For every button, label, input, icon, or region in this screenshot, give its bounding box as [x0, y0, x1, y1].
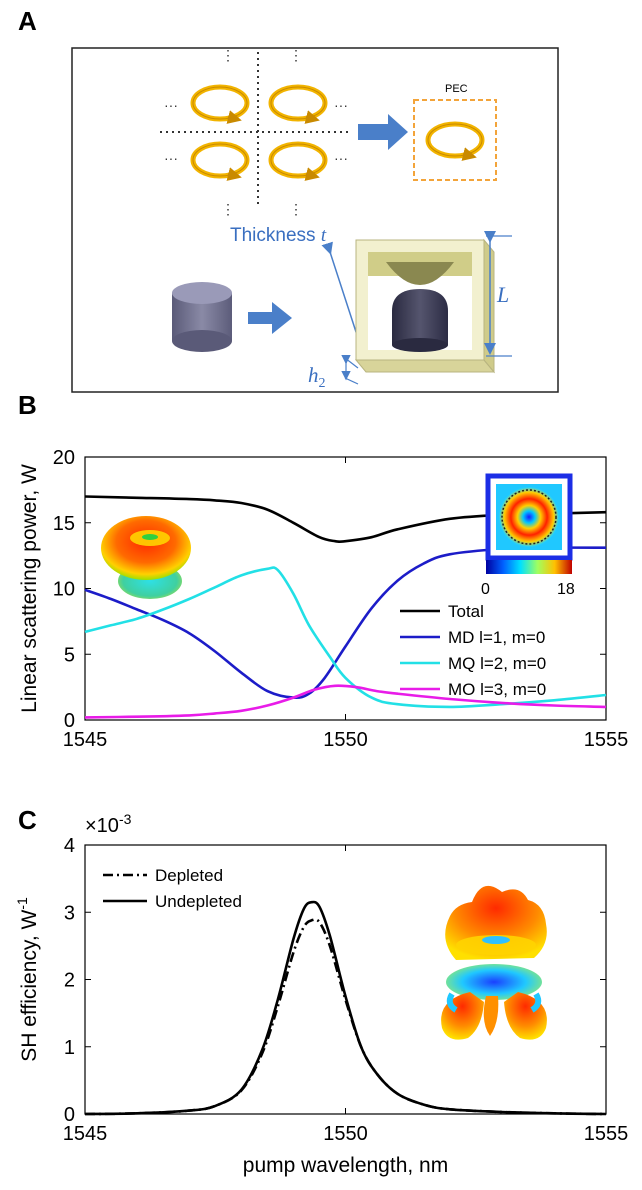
x-tick-label: 1545 [63, 1123, 108, 1145]
y-tick-label: 4 [64, 835, 75, 857]
legend-label: MD l=1, m=0 [448, 628, 545, 647]
ring-icon-top-right [268, 84, 328, 124]
length-label: L [496, 282, 509, 307]
sh-radiation-pattern-icon [441, 885, 547, 1040]
series-line-mo-l-3-m-0 [84, 684, 607, 719]
colorbar-max-label: 18 [557, 581, 575, 598]
x-tick-label: 1555 [584, 729, 629, 751]
box-frame-icon [354, 238, 496, 374]
y-tick-label: 1 [64, 1037, 75, 1059]
block-arrow-icon-bottom [248, 302, 292, 334]
y-tick-label: 0 [64, 1104, 75, 1126]
panel-c-letter: C [18, 805, 37, 835]
svg-text:⋮: ⋮ [289, 47, 303, 63]
lattice-dotted-lines [160, 52, 352, 208]
lattice-ellipsis-dots: ··· ··· ··· ··· ⋮ ⋮ ⋮ ⋮ [164, 47, 348, 217]
thickness-label: Thickness t [230, 225, 327, 246]
y-tick-label: 0 [64, 710, 75, 732]
series-line-mq-l-2-m-0 [84, 566, 607, 709]
legend-label: MO l=3, m=0 [448, 680, 546, 699]
cylinder-icon [172, 282, 232, 352]
panel-a-letter: A [18, 6, 37, 36]
x-tick-label: 1550 [323, 729, 368, 751]
ring-icon-pec [425, 121, 485, 161]
svg-text:···: ··· [164, 150, 178, 166]
torus-radiation-pattern-icon [101, 516, 191, 599]
colorbar [486, 560, 572, 574]
y-tick-label: 3 [64, 902, 75, 924]
legend-label: Total [448, 602, 484, 621]
y-axis-label: SH efficiency, W-1 [14, 897, 41, 1062]
svg-text:⋮: ⋮ [289, 201, 303, 217]
pec-label: PEC [445, 83, 468, 95]
svg-text:···: ··· [164, 97, 178, 113]
thickness-arrow [321, 241, 358, 336]
ring-icon-bottom-right [268, 141, 328, 181]
svg-text:···: ··· [334, 150, 348, 166]
x-tick-label: 1550 [323, 1123, 368, 1145]
y-axis-label: Linear scattering power, W [18, 464, 41, 713]
legend-label: Depleted [155, 866, 223, 885]
panel-b-letter: B [18, 390, 37, 420]
ring-icon-bottom-left [190, 141, 250, 181]
series-line-total [84, 495, 607, 543]
series-line-md-l-1-m-0 [84, 546, 607, 700]
colorbar-min-label: 0 [481, 581, 490, 598]
x-tick-label: 1555 [584, 1123, 629, 1145]
svg-text:⋮: ⋮ [221, 201, 235, 217]
legend-label: MQ l=2, m=0 [448, 654, 546, 673]
y-tick-label: 2 [64, 970, 75, 992]
chart-c: 1545 1550 1555 0 1 2 3 4 SH efficiency, W-1 pump … [14, 835, 628, 1177]
y-tick-label: 5 [64, 644, 75, 666]
x-axis-label: pump wavelength, nm [243, 1154, 448, 1177]
chart-b: 1545 1550 1555 0 5 10 15 20 Linear scattering po… [18, 447, 628, 751]
exponent-label: ×10-3 [85, 811, 132, 837]
y-tick-label: 20 [53, 447, 75, 469]
y-tick-label: 15 [53, 513, 75, 535]
series-line-undepleted [84, 900, 607, 1116]
y-tick-label: 10 [53, 579, 75, 601]
svg-text:⋮: ⋮ [221, 47, 235, 63]
h2-label: h2 [308, 363, 326, 391]
ring-icon-top-left [190, 84, 250, 124]
svg-text:···: ··· [334, 97, 348, 113]
field-map-inset [485, 473, 573, 561]
legend-label: Undepleted [155, 892, 242, 911]
x-tick-label: 1545 [63, 729, 108, 751]
pec-box [413, 99, 497, 181]
block-arrow-icon-top [358, 114, 408, 150]
